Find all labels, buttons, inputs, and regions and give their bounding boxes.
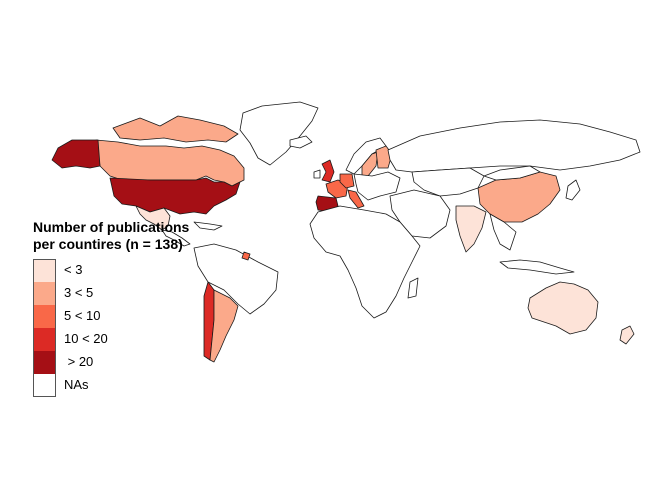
country-caribbean <box>193 221 223 231</box>
country-french-guiana <box>241 251 251 261</box>
country-argentina <box>209 289 239 363</box>
country-italy <box>347 189 365 209</box>
legend-swatch <box>33 282 56 305</box>
country-australia <box>527 281 599 335</box>
legend-label: NAs <box>64 377 89 392</box>
country-mexico <box>135 205 171 231</box>
country-germany <box>339 173 355 189</box>
country-eastern-europe <box>353 171 401 201</box>
country-canada-islands <box>112 115 239 143</box>
country-japan <box>565 179 581 201</box>
country-usa-alaska <box>51 139 101 169</box>
legend-swatch <box>33 351 56 374</box>
country-new-zealand <box>619 325 635 345</box>
country-africa <box>309 205 421 319</box>
country-ireland <box>313 169 321 179</box>
country-central-asia <box>411 167 485 197</box>
legend-label: 10 < 20 <box>64 331 108 346</box>
country-iceland <box>289 135 313 149</box>
legend-swatch <box>33 305 56 328</box>
country-southeast-asia <box>489 213 517 251</box>
legend-label: 5 < 10 <box>64 308 101 323</box>
legend-swatch <box>33 259 56 282</box>
legend-swatch <box>33 374 56 397</box>
country-madagascar <box>407 277 419 299</box>
country-mongolia <box>483 165 541 181</box>
country-united-kingdom <box>321 159 335 183</box>
legend-swatch <box>33 328 56 351</box>
country-middle-east <box>389 189 451 239</box>
country-india <box>455 205 487 253</box>
country-central-america <box>161 229 191 247</box>
legend-label: < 3 <box>64 262 83 277</box>
country-greenland <box>239 101 319 166</box>
country-russia <box>387 119 641 173</box>
country-indonesia <box>499 259 575 275</box>
country-usa <box>109 177 241 215</box>
legend-label: > 20 <box>64 354 94 369</box>
legend-title: Number of publications per countires (n … <box>33 219 190 252</box>
legend-label: 3 < 5 <box>64 285 94 300</box>
